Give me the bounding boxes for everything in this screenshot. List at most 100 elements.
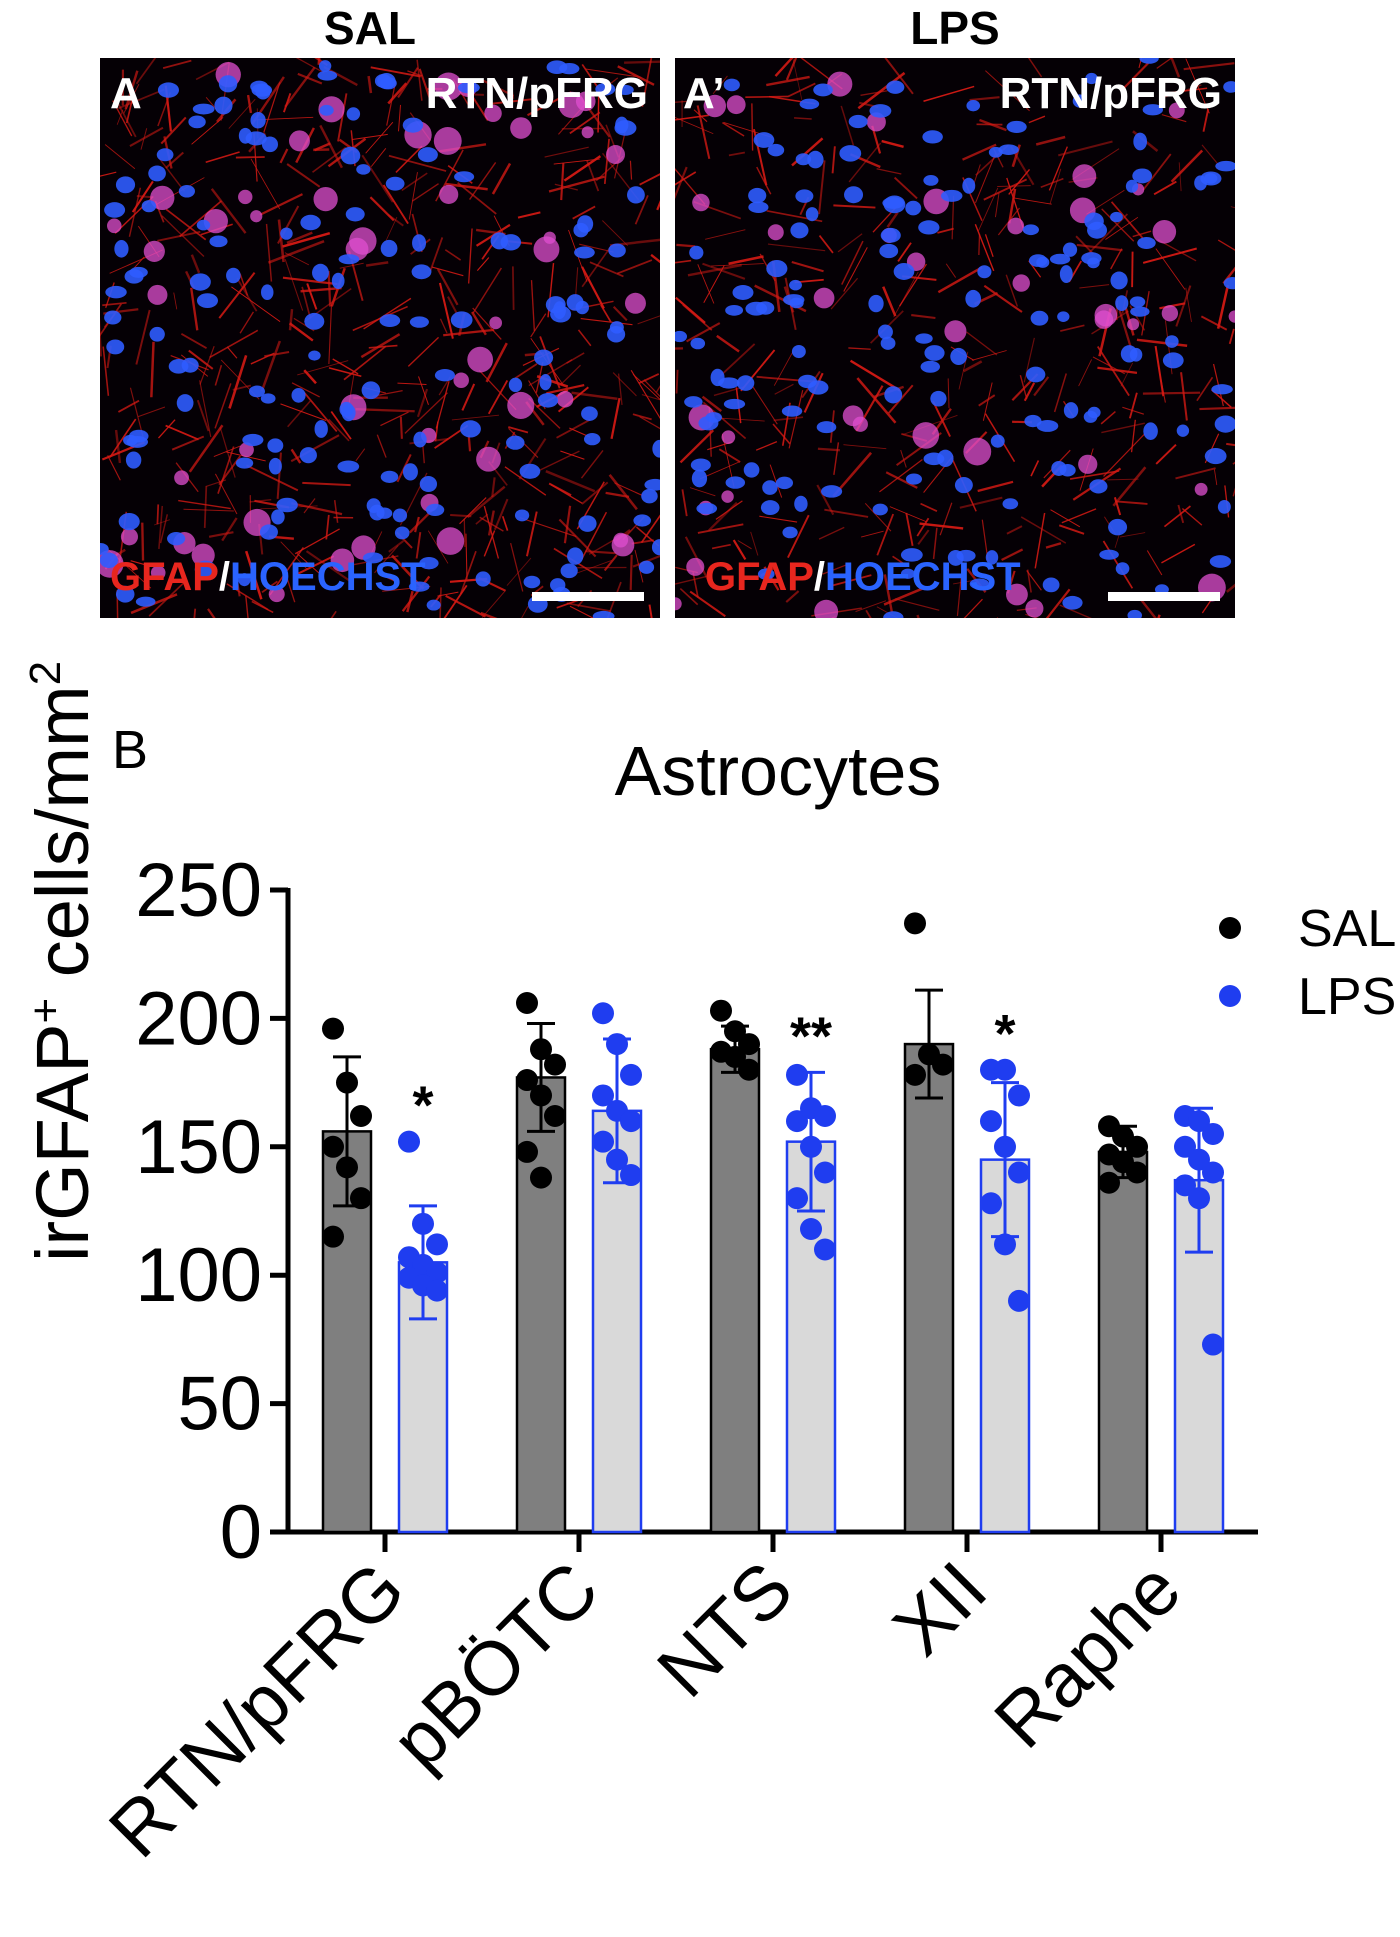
gfap-fiber bbox=[994, 193, 1000, 218]
gfap-fiber bbox=[848, 142, 882, 183]
gfap-fiber bbox=[639, 173, 660, 186]
gfap-fiber bbox=[491, 162, 512, 195]
astrocyte-soma bbox=[721, 430, 736, 445]
astrocyte-soma bbox=[581, 126, 594, 139]
nucleus bbox=[1087, 257, 1100, 269]
gfap-fiber bbox=[416, 388, 429, 418]
gfap-fiber bbox=[459, 497, 487, 525]
nucleus bbox=[104, 202, 126, 218]
nucleus bbox=[519, 463, 541, 479]
gfap-fiber bbox=[165, 424, 199, 441]
gfap-fiber bbox=[367, 75, 373, 94]
data-point-lps bbox=[426, 1233, 448, 1256]
gfap-fiber bbox=[1155, 248, 1186, 290]
nucleus bbox=[1072, 94, 1087, 108]
gfap-fiber bbox=[259, 193, 303, 216]
gfap-fiber bbox=[861, 530, 884, 538]
nucleus bbox=[1099, 549, 1119, 560]
gfap-fiber bbox=[368, 344, 398, 349]
gfap-fiber bbox=[1045, 542, 1062, 549]
nucleus bbox=[1110, 271, 1128, 290]
nucleus bbox=[954, 476, 973, 494]
gfap-fiber bbox=[916, 614, 920, 618]
gfap-fiber bbox=[245, 595, 249, 618]
gfap-fiber bbox=[436, 268, 459, 306]
gfap-fiber bbox=[374, 545, 399, 574]
gfap-fiber bbox=[889, 506, 928, 523]
nucleus bbox=[998, 144, 1019, 155]
nucleus bbox=[883, 195, 906, 214]
nucleus bbox=[782, 526, 798, 539]
nucleus bbox=[1223, 81, 1235, 93]
gfap-fiber bbox=[1112, 466, 1147, 507]
gfap-fiber bbox=[226, 583, 269, 611]
scale-bar-sal bbox=[532, 592, 644, 601]
gfap-fiber bbox=[557, 386, 589, 413]
gfap-fiber bbox=[855, 600, 887, 613]
nucleus bbox=[767, 143, 785, 157]
gfap-fiber bbox=[728, 255, 764, 265]
nucleus bbox=[641, 488, 658, 504]
gfap-fiber bbox=[581, 246, 612, 288]
gfap-fiber bbox=[569, 111, 601, 135]
gfap-fiber bbox=[221, 517, 238, 542]
nucleus bbox=[872, 503, 888, 516]
gfap-fiber bbox=[360, 333, 401, 359]
gfap-fiber bbox=[616, 259, 653, 275]
nucleus bbox=[789, 297, 804, 309]
gfap-fiber bbox=[157, 230, 201, 242]
gfap-fiber bbox=[328, 367, 362, 378]
nucleus bbox=[192, 103, 215, 115]
nucleus bbox=[1084, 212, 1104, 230]
nucleus bbox=[1051, 460, 1067, 476]
gfap-fiber bbox=[554, 183, 578, 191]
data-point-sal bbox=[530, 1166, 552, 1189]
gfap-fiber bbox=[528, 359, 573, 387]
gfap-fiber bbox=[219, 426, 236, 478]
nucleus bbox=[799, 98, 820, 110]
nucleus bbox=[1137, 237, 1156, 249]
nucleus bbox=[534, 349, 554, 366]
nucleus bbox=[805, 207, 819, 222]
gfap-fiber bbox=[328, 418, 350, 442]
gfap-fiber bbox=[550, 484, 583, 504]
nucleus bbox=[760, 500, 780, 516]
gfap-fiber bbox=[1136, 338, 1188, 347]
gfap-fiber bbox=[422, 444, 425, 464]
nucleus bbox=[651, 539, 660, 556]
astrocyte-soma bbox=[433, 127, 462, 155]
gfap-fiber bbox=[679, 587, 699, 606]
gfap-fiber bbox=[548, 175, 605, 193]
nucleus bbox=[705, 412, 723, 423]
stain-label-sal: GFAP/HOECHST bbox=[110, 555, 426, 599]
gfap-fiber bbox=[632, 413, 652, 421]
nucleus bbox=[209, 235, 228, 248]
nucleus bbox=[1209, 555, 1232, 568]
nucleus bbox=[260, 284, 274, 301]
gfap-fiber bbox=[711, 543, 731, 550]
astrocyte-soma bbox=[556, 390, 574, 408]
nucleus bbox=[1062, 595, 1083, 610]
gfap-fiber bbox=[264, 351, 290, 358]
gfap-fiber bbox=[284, 66, 316, 108]
data-point-sal bbox=[1126, 1135, 1148, 1158]
nucleus bbox=[545, 296, 566, 314]
gfap-fiber bbox=[1069, 470, 1120, 480]
nucleus bbox=[1063, 402, 1079, 419]
nucleus bbox=[1133, 132, 1148, 151]
region-label-lps: RTN/pFRG bbox=[1000, 69, 1222, 118]
nucleus bbox=[1143, 422, 1158, 441]
gfap-fiber bbox=[1033, 376, 1050, 397]
nucleus bbox=[514, 509, 530, 522]
legend-label-sal: SAL bbox=[1298, 900, 1396, 958]
gfap-fiber bbox=[1049, 168, 1062, 204]
nucleus bbox=[924, 345, 945, 361]
nucleus bbox=[100, 552, 118, 568]
gfap-fiber bbox=[1225, 583, 1235, 593]
data-point-sal bbox=[350, 1187, 372, 1210]
gfap-fiber bbox=[1178, 162, 1182, 192]
data-point-lps bbox=[620, 1164, 642, 1187]
gfap-fiber bbox=[830, 277, 859, 310]
nucleus bbox=[271, 509, 285, 525]
gfap-fiber bbox=[728, 151, 746, 157]
